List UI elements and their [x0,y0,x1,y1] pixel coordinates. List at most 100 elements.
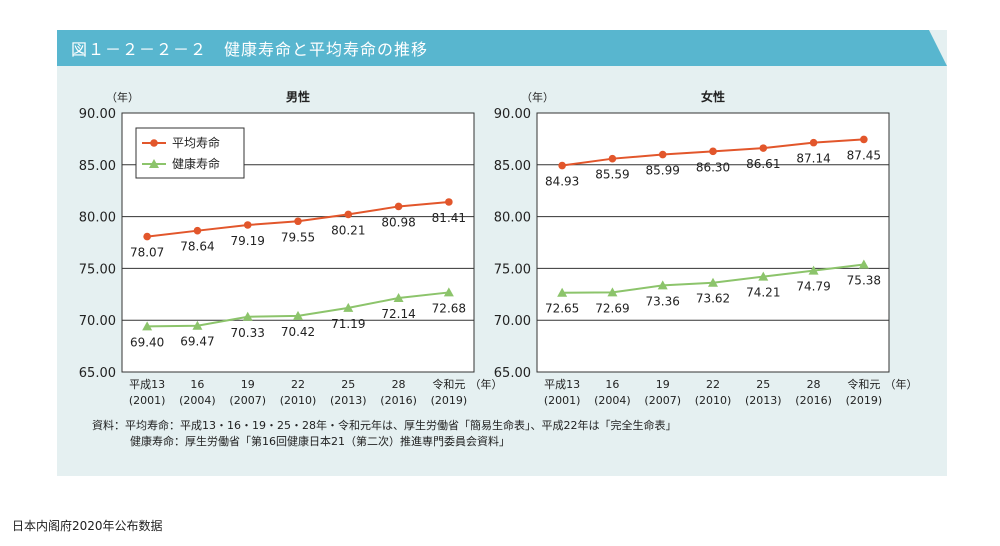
data-label: 86.30 [696,160,730,174]
data-label: 78.64 [180,240,214,254]
x-tick-year: (2001) [129,394,166,407]
data-point [658,150,667,159]
x-tick-label: 19 [656,378,670,391]
y-tick-label: 70.00 [79,314,116,329]
data-point [394,202,403,211]
data-label: 75.38 [847,273,881,287]
figure-title-bar: 図１－２－２－２ 健康寿命と平均寿命の推移 [57,30,947,66]
data-label: 72.68 [432,301,466,315]
data-label: 69.47 [180,335,214,349]
title-bar-shape [57,30,947,66]
x-tick-label: 19 [241,378,255,391]
data-point [558,161,566,170]
data-point [142,321,153,331]
x-tick-label: 平成13 [129,378,165,391]
chart-title: 女性 [701,89,725,104]
source-line-2: 健康寿命：厚生労働省「第16回健康日本21（第二次）推進専門委員会資料」 [130,435,510,448]
legend-box [135,127,245,179]
x-tick-label: 令和元 [847,377,880,391]
data-point [708,277,718,287]
x-tick-label: 28 [392,378,406,391]
data-point [344,210,353,219]
data-label: 72.14 [381,307,415,321]
legend-marker [150,139,158,147]
data-point [607,287,618,297]
data-label: 84.93 [545,175,579,189]
y-tick-label: 90.00 [79,107,116,122]
data-label: 85.99 [646,164,680,178]
data-point [192,320,203,330]
data-point [608,154,617,163]
source-line-1: 資料：平均寿命：平成13・16・19・25・28年・令和元年は、厚生労働省「簡易… [92,419,677,432]
x-tick-year: (2019) [431,394,468,407]
y-tick-label: 80.00 [79,211,116,226]
data-label: 72.65 [545,302,579,316]
data-point [294,217,302,226]
data-point [858,259,869,269]
data-label: 71.19 [331,317,365,331]
data-label: 70.33 [231,326,265,340]
data-point [758,271,769,281]
x-tick-year: (2016) [380,394,417,407]
data-point [809,138,818,147]
legend-label: 平均寿命 [172,135,220,150]
data-point [193,226,202,235]
y-axis-unit: （年） [521,90,554,104]
figure-title: 図１－２－２－２ 健康寿命と平均寿命の推移 [71,40,429,59]
x-tick-year: (2013) [745,394,782,407]
data-point [657,280,668,290]
x-tick-label: 25 [756,378,770,391]
data-label: 85.59 [595,168,629,182]
x-tick-label: 25 [341,378,355,391]
x-tick-year: (2007) [644,394,681,407]
data-label: 74.21 [746,286,780,300]
y-tick-label: 75.00 [79,262,116,277]
data-point [709,147,717,156]
x-tick-label: 16 [190,378,204,391]
x-axis-unit: （年） [885,377,918,391]
legend-marker [149,159,159,168]
x-tick-year: (2004) [594,394,631,407]
x-tick-label: 22 [706,378,720,391]
x-tick-year: (2013) [330,394,367,407]
data-point [445,198,453,206]
data-label: 78.07 [130,246,164,260]
data-label: 80.21 [331,223,365,237]
data-label: 80.98 [381,215,415,229]
x-tick-year: (2004) [179,394,216,407]
data-label: 79.55 [281,230,315,244]
data-label: 87.14 [796,152,830,166]
x-tick-label: 28 [807,378,821,391]
x-tick-year: (2019) [846,394,883,407]
y-tick-label: 70.00 [494,314,531,329]
data-point [143,232,151,241]
data-point [808,265,819,275]
data-label: 69.40 [130,335,164,349]
y-tick-label: 65.00 [79,366,116,381]
x-tick-label: 平成13 [544,378,580,391]
data-point [443,287,454,297]
data-point [860,135,868,144]
x-tick-label: 16 [605,378,619,391]
data-point [343,302,354,312]
data-label: 79.19 [231,234,265,248]
data-label: 72.69 [595,301,629,315]
plot-area [536,112,890,373]
data-label: 86.61 [746,157,780,171]
x-tick-year: (2010) [695,394,732,407]
data-point [393,293,404,303]
data-point [759,144,768,152]
y-tick-label: 85.00 [494,159,531,174]
data-label: 87.45 [847,148,881,162]
y-tick-label: 85.00 [79,159,116,174]
data-point [242,311,253,321]
y-tick-label: 75.00 [494,262,531,277]
source-note: 資料：平均寿命：平成13・16・19・25・28年・令和元年は、厚生労働省「簡易… [92,418,676,450]
x-axis-unit: （年） [470,377,503,391]
data-label: 73.62 [696,292,730,306]
chart-title: 男性 [286,89,310,104]
y-tick-label: 90.00 [494,107,531,122]
data-point [293,310,303,320]
y-axis-unit: （年） [106,90,139,104]
